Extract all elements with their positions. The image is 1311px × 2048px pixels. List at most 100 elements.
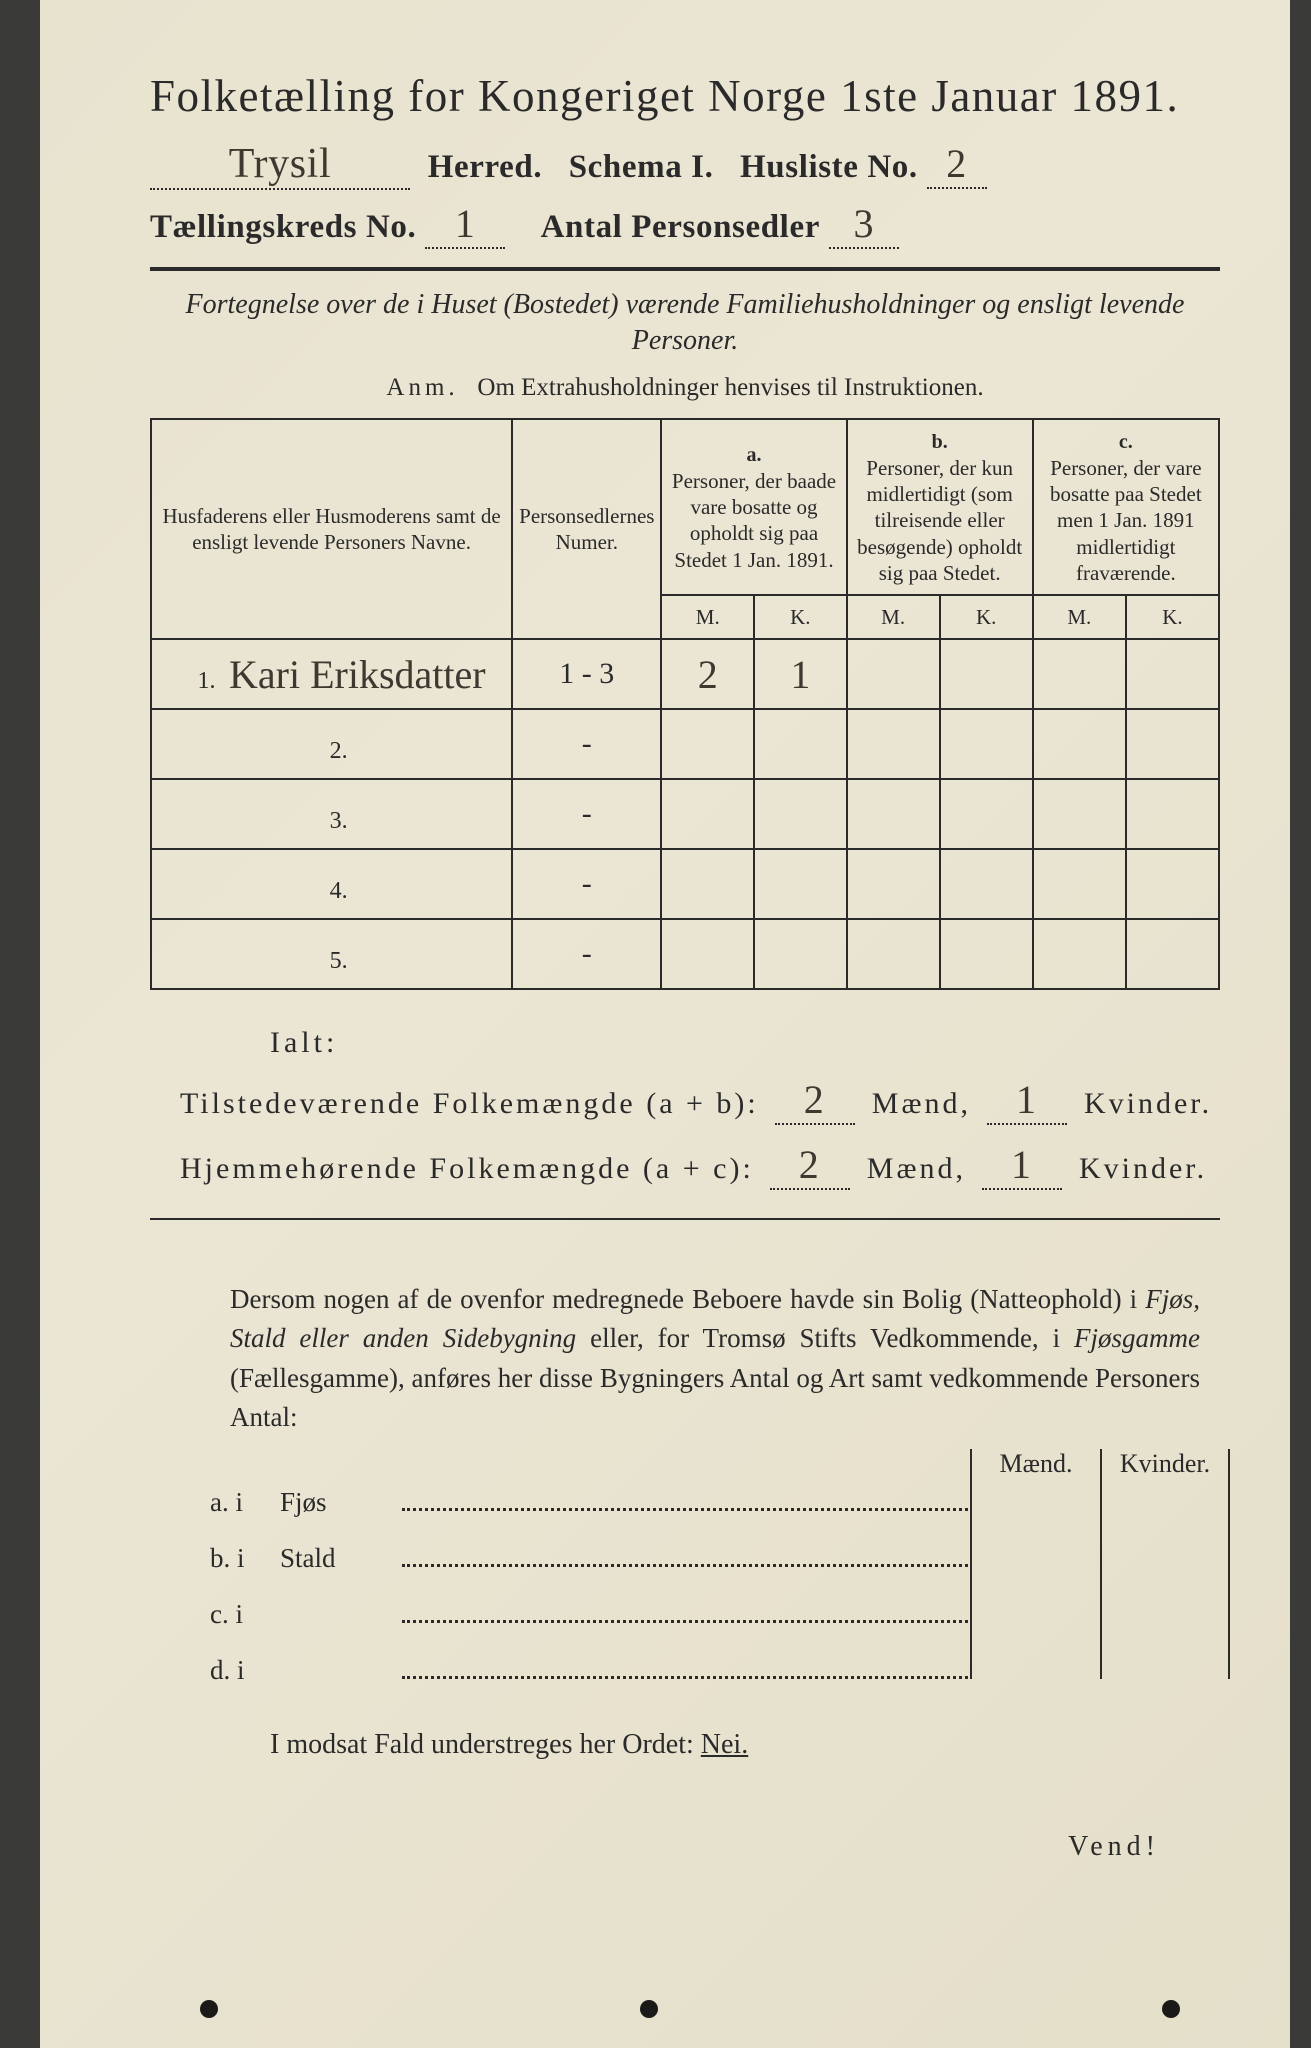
maend-label-2: Mænd, [867,1152,966,1185]
total-resident: Hjemmehørende Folkemængde (a + c): 2 Mæn… [180,1141,1220,1190]
anm-text: Om Extrahusholdninger henvises til Instr… [477,374,983,401]
cell-k [1100,1567,1230,1623]
cell-bM [847,849,940,919]
cell-bM [847,919,940,989]
ialt-label: Ialt: [270,1026,1220,1060]
col-c-m: M. [1033,595,1126,639]
cell-m [970,1623,1100,1679]
numer-cell: - [512,709,661,779]
col-numer: Personsedlernes Numer. [512,419,661,640]
cell-aK [754,709,846,779]
household-table: Husfaderens eller Husmoderens samt de en… [150,418,1220,991]
kvinder-label-2: Kvinder. [1079,1152,1207,1185]
census-form-sheet: Folketælling for Kongeriget Norge 1ste J… [40,0,1290,2048]
cell-cM [1033,709,1126,779]
cell-aK [754,849,846,919]
total-resident-label: Hjemmehørende Folkemængde (a + c): [180,1152,754,1185]
kreds-value: 1 [455,201,476,246]
col-b: b.Personer, der kun midlertidigt (som ti… [847,419,1033,595]
page-title: Folketælling for Kongeriget Norge 1ste J… [150,70,1220,122]
nei-word: Nei. [701,1729,748,1760]
cell-bK [940,919,1033,989]
cell-aM [661,779,754,849]
maend-label: Mænd, [872,1087,971,1120]
outbuilding-row: b. iStald [210,1511,1230,1567]
header-line-1: Trysil Herred. Schema I. Husliste No. 2 [150,140,1220,190]
total-present-label: Tilstedeværende Folkemængde (a + b): [180,1087,759,1120]
punch-hole-icon [200,2000,218,2018]
numer-cell: - [512,849,661,919]
row-label: d. i [210,1655,280,1686]
dotted-line [402,1508,968,1511]
total-resident-m: 2 [799,1142,822,1187]
outbuilding-row: d. i [210,1623,1230,1679]
col-c: c.Personer, der vare bosatte paa Stedet … [1033,419,1219,595]
cell-k [1100,1623,1230,1679]
table-row: 2. - [151,709,1219,779]
cell-k [1100,1511,1230,1567]
herred-label: Herred. [428,149,542,185]
cell-cM [1033,849,1126,919]
row-label: b. i [210,1543,280,1574]
cell-cK [1126,709,1219,779]
outbuilding-row: c. i [210,1567,1230,1623]
cell-bK [940,779,1033,849]
cell-aK [754,919,846,989]
divider [150,267,1220,271]
name-cell: 5. [151,919,512,989]
husliste-label: Husliste No. [740,149,918,185]
col-a: a.Personer, der baade vare bosatte og op… [661,419,846,595]
name-cell: 1. Kari Eriksdatter [151,639,512,709]
cell-aM [661,919,754,989]
numer-cell: - [512,919,661,989]
dotted-line [402,1676,968,1679]
mk-maend: Mænd. [970,1449,1100,1485]
vend-label: Vend! [150,1831,1160,1863]
outbuilding-paragraph: Dersom nogen af de ovenfor medregnede Be… [230,1280,1200,1437]
subtitle: Fortegnelse over de i Huset (Bostedet) v… [180,287,1190,360]
nei-line: I modsat Fald understreges her Ordet: Ne… [270,1729,1220,1761]
cell-cM [1033,919,1126,989]
cell-bM [847,779,940,849]
annotation-line: Anm. Om Extrahusholdninger henvises til … [150,374,1220,402]
col-a-k: K. [754,595,846,639]
antal-value: 3 [854,201,875,246]
schema-label: Schema I. [569,149,714,185]
cell-bK [940,639,1033,709]
col-b-k: K. [940,595,1033,639]
outbuilding-table: Mænd. Kvinder. a. iFjøsb. iStaldc. id. i [210,1455,1230,1679]
divider [150,1218,1220,1220]
outbuilding-head: Mænd. Kvinder. [970,1449,1230,1485]
header-line-2: Tællingskreds No. 1 Antal Personsedler 3 [150,200,1220,249]
cell-aM [661,849,754,919]
cell-aM [661,709,754,779]
col-names: Husfaderens eller Husmoderens samt de en… [151,419,512,640]
name-cell: 2. [151,709,512,779]
table-row: 5. - [151,919,1219,989]
cell-bM [847,639,940,709]
table-row: 4. - [151,849,1219,919]
cell-m [970,1511,1100,1567]
antal-label: Antal Personsedler [541,209,820,245]
total-present-k: 1 [1016,1077,1039,1122]
cell-aM: 2 [661,639,754,709]
husliste-value: 2 [946,141,967,186]
kreds-label: Tællingskreds No. [150,209,416,245]
row-label: c. i [210,1599,280,1630]
kvinder-label: Kvinder. [1084,1087,1212,1120]
mk-kvinder: Kvinder. [1100,1449,1230,1485]
cell-m [970,1567,1100,1623]
herred-value: Trysil [229,141,331,187]
col-b-m: M. [847,595,940,639]
table-row: 1. Kari Eriksdatter1 - 321 [151,639,1219,709]
col-c-k: K. [1126,595,1219,639]
cell-cK [1126,639,1219,709]
table-row: 3. - [151,779,1219,849]
anm-label: Anm. [386,374,458,401]
total-present: Tilstedeværende Folkemængde (a + b): 2 M… [180,1076,1220,1125]
dotted-line [402,1564,968,1567]
numer-cell: - [512,779,661,849]
col-a-m: M. [661,595,754,639]
cell-bK [940,709,1033,779]
cell-aK: 1 [754,639,846,709]
